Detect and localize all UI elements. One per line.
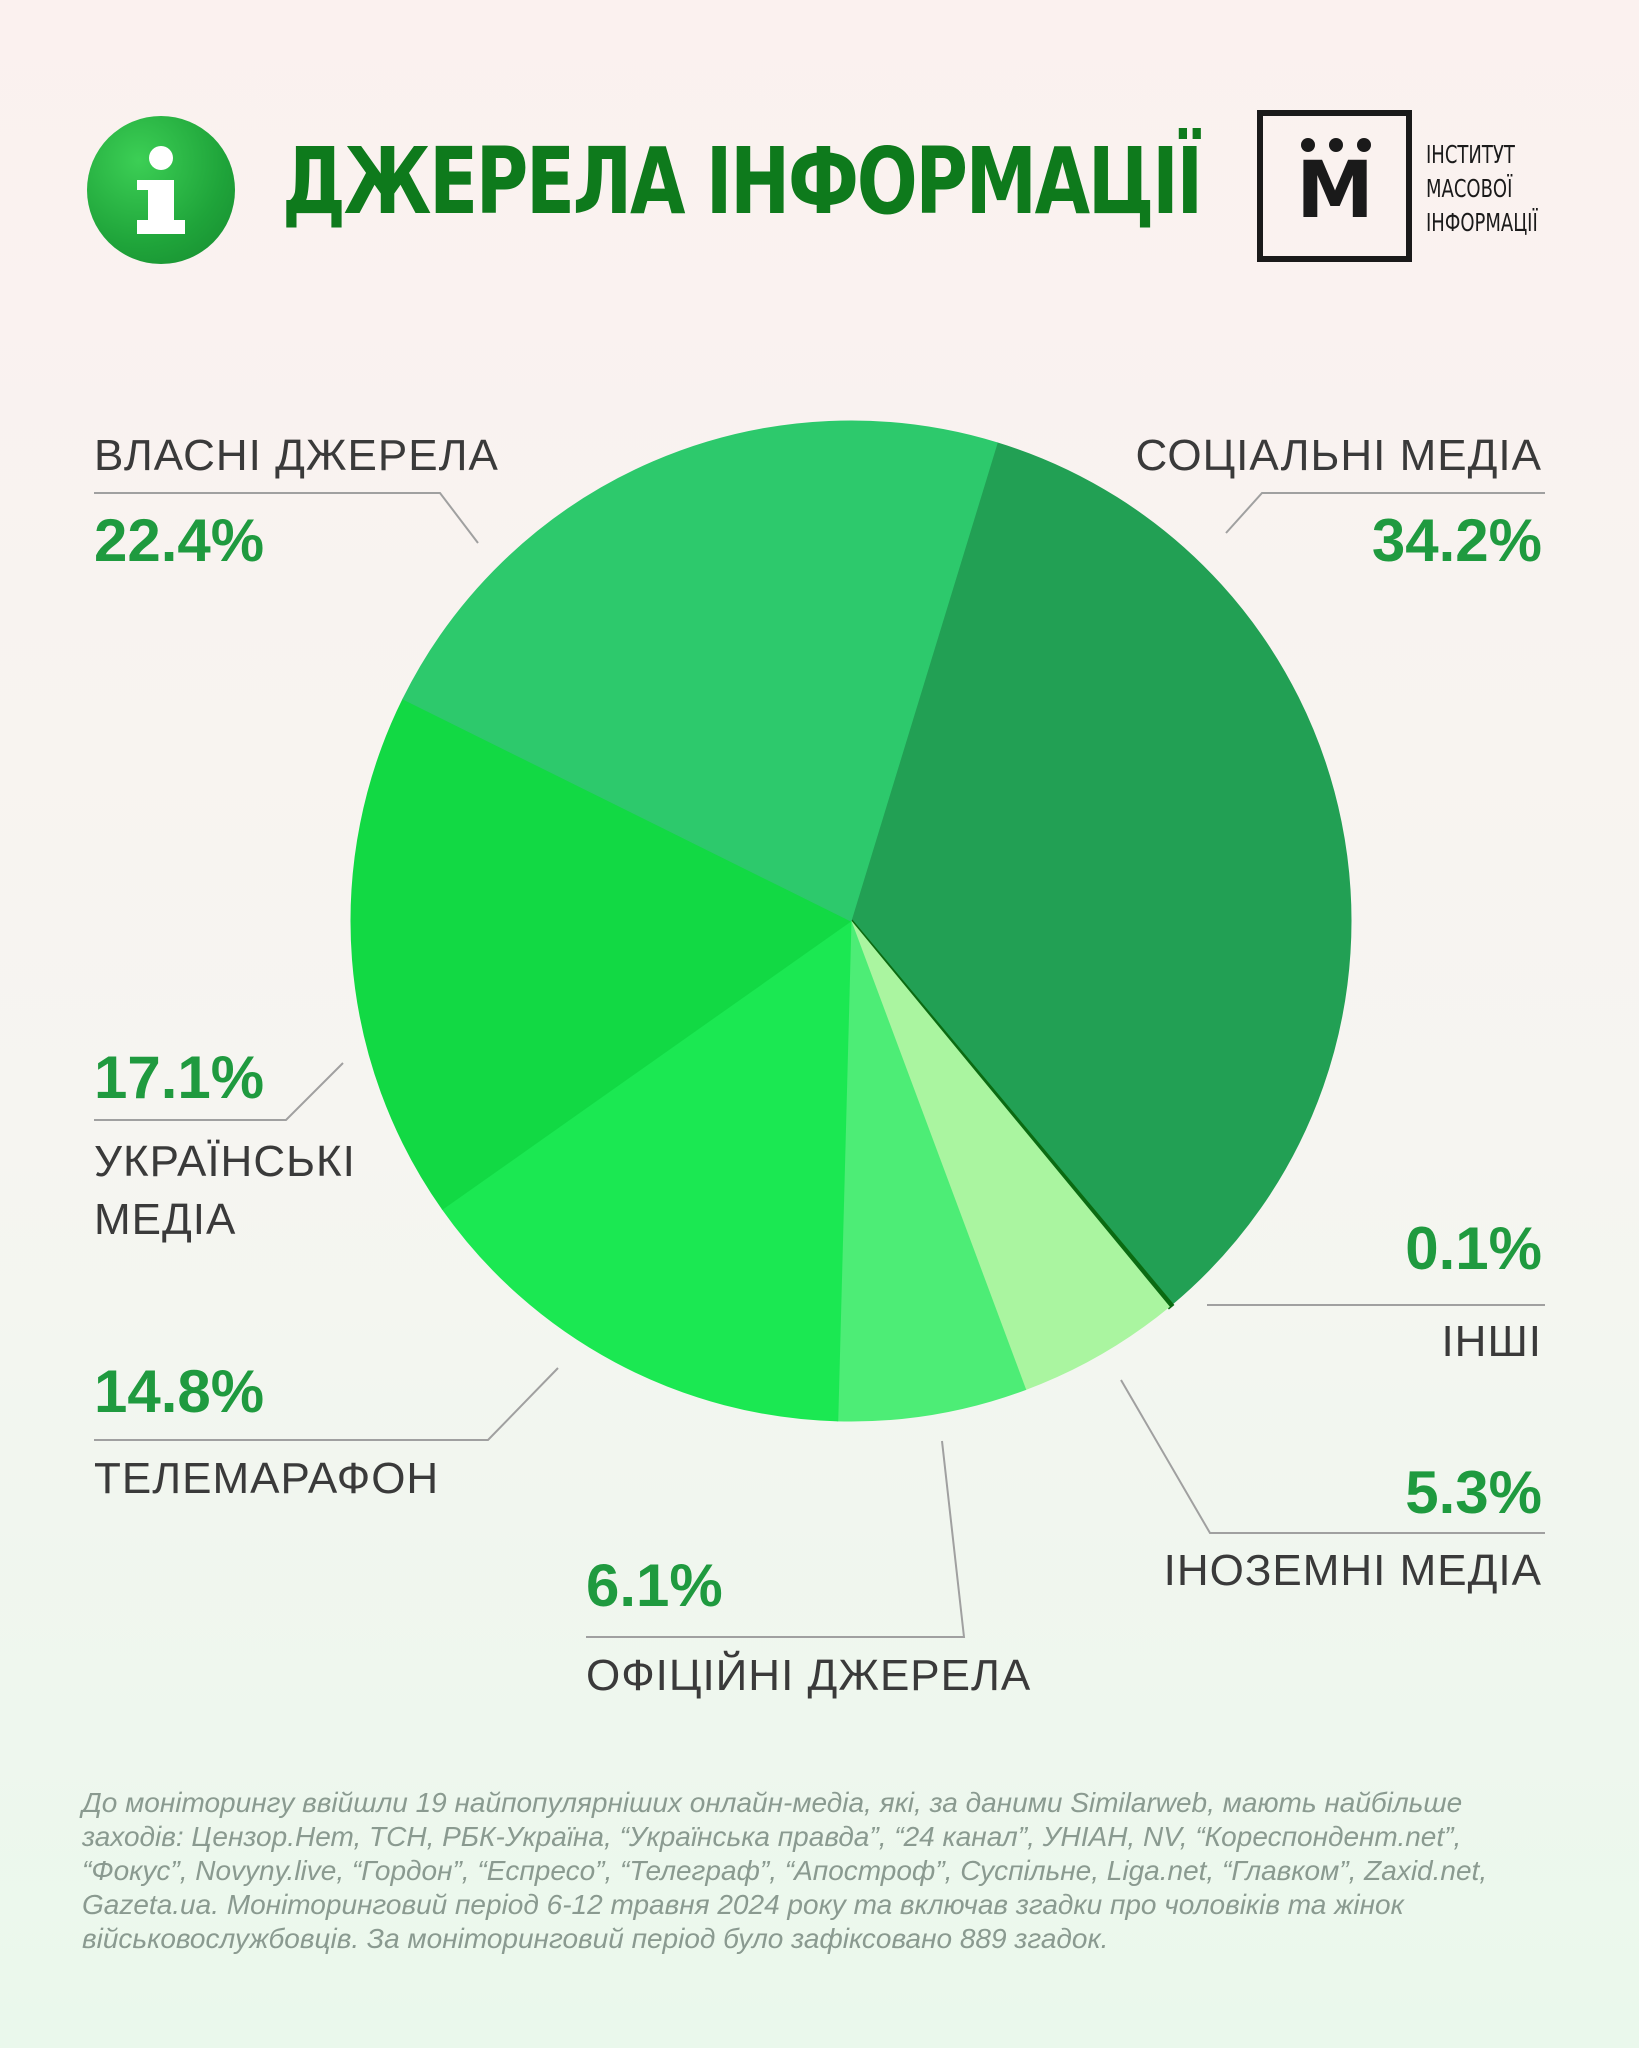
pie-slice-4 xyxy=(441,920,852,1422)
label-social-name: СОЦІАЛЬНІ МЕДІА xyxy=(1135,431,1542,480)
label-ukr-name-line1: УКРАЇНСЬКІ xyxy=(94,1137,356,1186)
pie-slice-2 xyxy=(850,920,1170,1391)
leader-line-ukr xyxy=(94,1062,344,1121)
label-own-name: ВЛАСНІ ДЖЕРЕЛА xyxy=(94,431,499,480)
label-official-name: ОФІЦІЙНІ ДЖЕРЕЛА xyxy=(586,1651,1032,1700)
footnote: До моніторингу ввійшли 19 найпопулярніши… xyxy=(82,1787,1488,1954)
label-ukr-name-line2: МЕДІА xyxy=(94,1195,237,1244)
pie-slice-5 xyxy=(350,698,852,1210)
leader-line-foreign xyxy=(1120,1379,1545,1534)
institute-logo: М xyxy=(1257,110,1412,262)
label-social-pct: 34.2% xyxy=(1371,507,1542,574)
label-official-pct: 6.1% xyxy=(586,1552,723,1619)
leader-line-tele xyxy=(94,1367,559,1441)
pie-slice-0 xyxy=(850,442,1352,1306)
pie-slice-3 xyxy=(837,920,1027,1422)
label-tele-name: ТЕЛЕМАРАФОН xyxy=(94,1454,440,1503)
label-ukr-pct: 17.1% xyxy=(94,1044,265,1111)
logo-caption: ІНСТИТУТ МАСОВОЇ ІНФОРМАЦІЇ xyxy=(1426,140,1538,237)
info-icon xyxy=(87,116,235,264)
leader-line-social xyxy=(1225,492,1545,534)
label-foreign-pct: 5.3% xyxy=(1405,1459,1542,1526)
pie-slice-6 xyxy=(402,420,998,922)
label-tele-pct: 14.8% xyxy=(94,1358,265,1425)
label-other-name: ІНШІ xyxy=(1441,1317,1542,1366)
label-other-pct: 0.1% xyxy=(1405,1215,1542,1282)
label-own-pct: 22.4% xyxy=(94,507,265,574)
label-foreign-name: ІНОЗЕМНІ МЕДІА xyxy=(1163,1546,1542,1595)
leader-line-official xyxy=(586,1440,966,1638)
leader-line-own xyxy=(94,492,479,544)
